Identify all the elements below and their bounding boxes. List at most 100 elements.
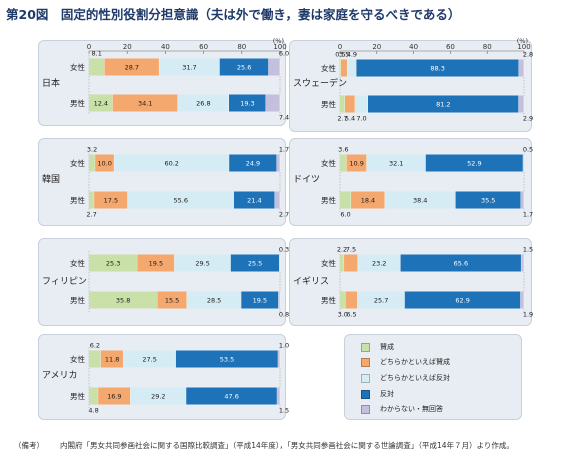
value-label: 3.5	[339, 51, 349, 59]
panel-usa: アメリカ 女性 6.2 11.8 27.5 53.5 1.0 男性 4.8 16.9 29.2 47.…	[38, 334, 289, 420]
value-label: 0.3	[279, 246, 289, 254]
bar-segment	[159, 58, 220, 76]
value-label: 6.0	[279, 50, 289, 58]
value-label: 35.8	[116, 297, 130, 305]
bar-segment	[340, 154, 347, 172]
legend-swatch	[361, 373, 370, 383]
bar-segment	[351, 191, 385, 209]
bar-segment	[114, 154, 230, 172]
tick-label: 40	[161, 43, 170, 51]
value-label: 2.9	[523, 115, 533, 123]
row-label: 女性	[70, 354, 85, 364]
value-label: 10.0	[97, 160, 111, 168]
value-label: 31.7	[182, 64, 196, 72]
value-label: 38.4	[413, 197, 427, 205]
row-label: 女性	[321, 258, 336, 268]
value-label: 28.7	[125, 64, 139, 72]
bar-segment	[157, 291, 187, 309]
chart-svg: アメリカ 女性 6.2 11.8 27.5 53.5 1.0 男性4.8 16.9 29.2 47.…	[42, 342, 289, 415]
unit-label: (%)	[517, 37, 528, 45]
value-label: 19.5	[149, 260, 163, 268]
bar-segment	[274, 191, 280, 209]
value-label: 17.5	[104, 197, 118, 205]
bar-segment	[233, 191, 275, 209]
bar-segment	[346, 154, 367, 172]
bar-segment	[356, 59, 519, 77]
value-label: 25.5	[248, 260, 262, 268]
value-label: 12.4	[94, 100, 108, 108]
chart-svg: フィリピン 女性 25.3 19.5 29.5 25.5 0.3 男性 35.8 15.5 28.5…	[42, 246, 289, 319]
tick-label: 0	[87, 43, 91, 51]
bar-segment	[265, 94, 280, 112]
bar-segment	[89, 94, 113, 112]
bar-segment	[277, 387, 280, 405]
value-label: 25.6	[237, 64, 251, 72]
bar-segment	[130, 387, 187, 405]
country-label: イギリス	[293, 276, 329, 287]
bar-segment	[104, 58, 160, 76]
value-label: 1.7	[279, 146, 289, 154]
country-label: ドイツ	[293, 175, 320, 185]
value-label: 24.9	[246, 160, 260, 168]
value-label: 28.5	[207, 297, 221, 305]
value-label: 4.8	[88, 407, 98, 415]
legend-label: どちらかといえば賛成	[380, 358, 450, 366]
bar-segment	[186, 387, 278, 405]
value-label: 19.3	[240, 100, 254, 108]
tick-label: 20	[123, 43, 132, 51]
legend-label: 賛成	[380, 343, 394, 351]
bar-segment	[89, 58, 105, 76]
value-label: 35.5	[481, 197, 495, 205]
bar-segment	[89, 350, 101, 368]
bar-segment	[177, 94, 230, 112]
country-label: フィリピン	[42, 276, 87, 287]
value-label: 60.2	[164, 160, 178, 168]
bar-segment	[384, 191, 456, 209]
bar-segment	[523, 154, 524, 172]
value-label: 26.8	[196, 100, 210, 108]
value-label: 3.0	[338, 311, 348, 319]
bar-segment	[137, 254, 175, 272]
value-label: 52.9	[467, 160, 481, 168]
chart-svg: 0 20 40 60 80 100(%) スウェーデン 女性 0.53.54.9 88.3 2.8 男…	[293, 37, 533, 123]
bar-segment	[89, 154, 96, 172]
legend-item-dochira-hantai: どちらかといえば反対	[361, 372, 450, 384]
row-label: 女性	[70, 158, 85, 168]
bar-segment	[186, 291, 242, 309]
tick-label: 100	[273, 43, 286, 51]
bar-segment	[340, 291, 346, 309]
legend-item-dochira-sansei: どちらかといえば賛成	[361, 356, 450, 368]
value-label: 47.6	[224, 393, 238, 401]
value-label: 2.7	[86, 211, 96, 219]
bar-segment	[278, 291, 280, 309]
value-label: 18.4	[361, 197, 375, 205]
bar-segment	[340, 59, 348, 77]
bar-segment	[268, 58, 280, 76]
value-label: 5.4	[345, 115, 355, 123]
bar-segment	[241, 291, 279, 309]
value-label: 2.8	[523, 51, 533, 59]
value-label: 25.3	[106, 260, 120, 268]
value-label: 25.7	[374, 297, 388, 305]
legend-swatch	[361, 357, 370, 367]
country-label: 韓国	[42, 174, 60, 185]
bar-segment	[174, 254, 231, 272]
bar-segment	[425, 154, 524, 172]
value-label: 2.7	[337, 115, 347, 123]
row-label: 男性	[321, 295, 336, 305]
country-label: アメリカ	[42, 370, 78, 381]
bar-segment	[278, 350, 280, 368]
legend-label: わからない・無回答	[380, 405, 443, 413]
bar-segment	[521, 254, 524, 272]
value-label: 2.7	[279, 211, 289, 219]
bar-segment	[340, 95, 346, 113]
bar-segment	[89, 254, 138, 272]
panel-philippines: フィリピン 女性 25.3 19.5 29.5 25.5 0.3 男性 35.8 15.5 28.5…	[38, 238, 289, 326]
bar-segment	[229, 154, 277, 172]
country-label: 日本	[42, 77, 60, 89]
value-label: 19.5	[253, 297, 267, 305]
bar-segment	[344, 254, 358, 272]
panel-korea: 韓国 女性 3.2 10.0 60.2 24.9 1.7 男性 2.7 17.5 55.6 21.4 2…	[38, 138, 289, 226]
